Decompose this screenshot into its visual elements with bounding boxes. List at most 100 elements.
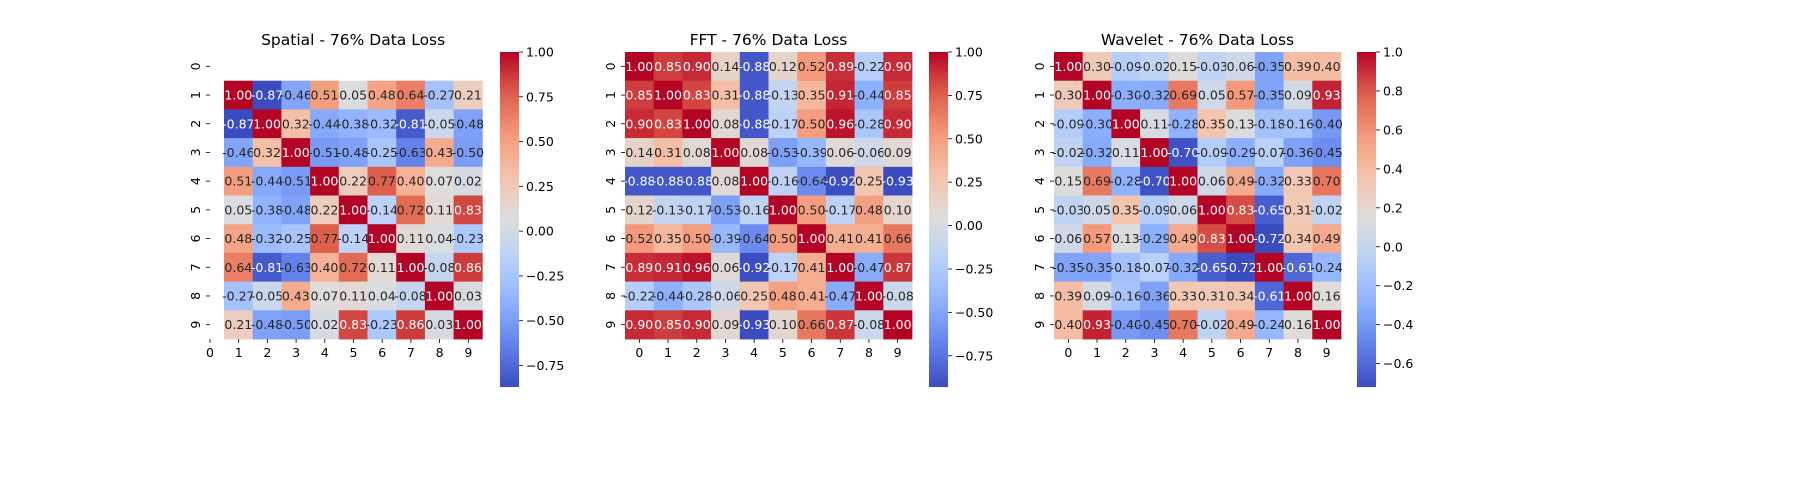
heatmap-cell <box>768 138 798 168</box>
cell-value-label: -0.44 <box>251 174 283 189</box>
heatmap-cell <box>1168 224 1198 254</box>
heatmap-cell <box>424 281 454 311</box>
heatmap-cell <box>1312 281 1342 311</box>
cell-value-label: -0.51 <box>280 174 312 189</box>
cell-value-label: -0.48 <box>452 116 484 131</box>
heatmap-cell <box>1312 224 1342 254</box>
y-tick-label: 2 <box>188 120 203 128</box>
cell-value-label: 0.50 <box>798 202 826 217</box>
cell-value-label: 1.00 <box>625 59 653 74</box>
heatmap-cell <box>1082 109 1112 139</box>
cell-value-label: -0.48 <box>337 145 369 160</box>
y-tick-label: 3 <box>603 148 618 156</box>
cell-value-label: 0.72 <box>339 260 367 275</box>
cell-value-label: 1.00 <box>1284 288 1312 303</box>
cell-value-label: -0.08 <box>423 260 455 275</box>
heatmap-cell <box>367 252 397 282</box>
heatmap-cell <box>739 109 769 139</box>
heatmap-cell <box>1226 195 1256 225</box>
heatmap-cell <box>281 224 311 254</box>
heatmap-cell <box>1054 80 1084 110</box>
heatmap-cell <box>1254 195 1284 225</box>
x-tick-label: 8 <box>865 345 873 360</box>
heatmap-cell <box>711 195 741 225</box>
heatmap-cell <box>854 310 884 340</box>
cell-value-label: 1.00 <box>712 145 740 160</box>
y-tick-label: 8 <box>1032 292 1047 300</box>
heatmap-cell <box>1054 281 1084 311</box>
cell-value-label: 0.93 <box>1313 88 1341 103</box>
heatmap-cell <box>682 281 712 311</box>
cell-value-label: -0.13 <box>767 88 799 103</box>
heatmap-cell <box>653 138 683 168</box>
heatmap-cell <box>310 281 340 311</box>
heatmap-cell <box>1226 52 1256 82</box>
heatmap-cell <box>252 195 282 225</box>
cell-value-label: 1.00 <box>884 317 912 332</box>
cell-value-label: 0.06 <box>712 260 740 275</box>
heatmap-cell <box>768 310 798 340</box>
cell-value-label: -0.09 <box>1110 59 1142 74</box>
cell-value-label: 1.00 <box>1112 116 1140 131</box>
heatmap-cell <box>1226 80 1256 110</box>
cell-value-label: 0.40 <box>1313 59 1341 74</box>
cell-value-label: 0.69 <box>1169 88 1197 103</box>
cell-value-label: -0.29 <box>1224 145 1256 160</box>
heatmap-cell <box>424 109 454 139</box>
heatmap-cell <box>424 310 454 340</box>
heatmap-cell <box>825 166 855 196</box>
heatmap-cell <box>768 109 798 139</box>
cell-value-label: 0.25 <box>740 288 768 303</box>
colorbar-tick-label: −0.75 <box>526 358 564 373</box>
heatmap-cell <box>224 109 254 139</box>
colorbar-tick-label: 0.75 <box>955 88 983 103</box>
cell-value-label: -0.14 <box>366 202 398 217</box>
cell-value-label: 0.57 <box>1227 88 1255 103</box>
heatmap-cell <box>883 252 913 282</box>
heatmap-cell <box>453 166 483 196</box>
heatmap-cell <box>1226 252 1256 282</box>
heatmap-cell <box>1226 166 1256 196</box>
heatmap-cell <box>396 80 426 110</box>
heatmap-cell <box>224 195 254 225</box>
heatmap-cell <box>252 109 282 139</box>
cell-value-label: 0.09 <box>884 145 912 160</box>
heatmap-cell <box>1197 166 1227 196</box>
heatmap-cell <box>1140 195 1170 225</box>
cell-value-label: -0.44 <box>853 88 885 103</box>
heatmap-cell <box>825 52 855 82</box>
heatmap-cell <box>1283 80 1313 110</box>
heatmap-cell <box>653 224 683 254</box>
heatmap-cell <box>1082 138 1112 168</box>
heatmap-cell <box>281 80 311 110</box>
cell-value-label: -0.38 <box>337 116 369 131</box>
cell-value-label: -0.03 <box>1052 202 1084 217</box>
cell-value-label: 0.90 <box>625 317 653 332</box>
heatmap-cell <box>338 310 368 340</box>
heatmap-cell <box>1168 166 1198 196</box>
cell-value-label: 1.00 <box>683 116 711 131</box>
cell-value-label: 0.35 <box>1198 116 1226 131</box>
cell-value-label: 0.03 <box>454 288 482 303</box>
cell-value-label: -0.70 <box>1138 174 1170 189</box>
heatmap-cell <box>682 252 712 282</box>
x-tick-label: 5 <box>1208 345 1216 360</box>
heatmap-cell <box>453 252 483 282</box>
cell-value-label: 0.21 <box>224 317 252 332</box>
cell-value-label: 0.11 <box>368 260 396 275</box>
colorbar-tick-label: −0.75 <box>955 348 993 363</box>
heatmap-cell <box>224 138 254 168</box>
heatmap-cell <box>1168 310 1198 340</box>
heatmap-cell <box>1312 109 1342 139</box>
cell-value-label: 0.33 <box>1284 174 1312 189</box>
cell-value-label: 0.31 <box>1198 288 1226 303</box>
cell-value-label: -0.02 <box>1138 59 1170 74</box>
cell-value-label: -0.13 <box>652 202 684 217</box>
heatmap-cell <box>797 252 827 282</box>
cell-value-label: -0.28 <box>1167 116 1199 131</box>
heatmap-cell <box>768 252 798 282</box>
heatmap-cell <box>1254 80 1284 110</box>
heatmap-cell <box>453 80 483 110</box>
heatmap-cell <box>224 224 254 254</box>
heatmap-cell <box>224 252 254 282</box>
